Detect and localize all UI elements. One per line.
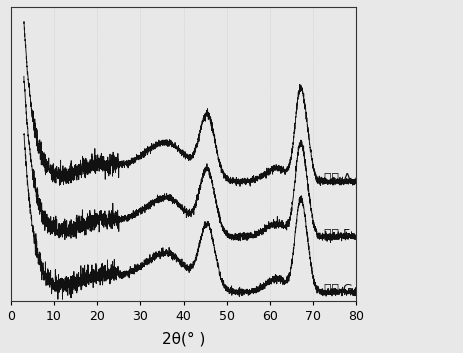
X-axis label: 2θ(° ): 2θ(° )	[162, 331, 205, 346]
Text: 载体 A: 载体 A	[323, 173, 350, 185]
Text: 载体 F: 载体 F	[323, 228, 349, 241]
Text: 载体 G: 载体 G	[323, 283, 352, 296]
